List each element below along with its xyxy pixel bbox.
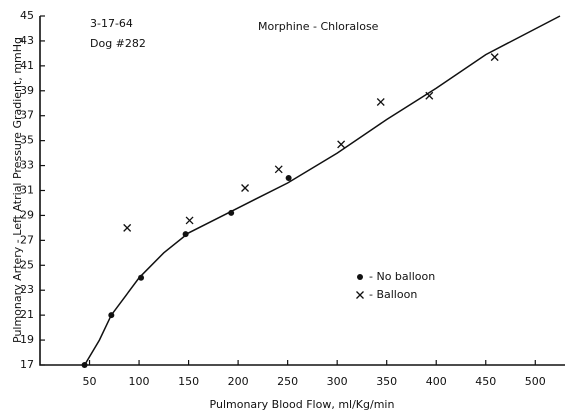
x-tick-label: 500 xyxy=(525,375,546,388)
x-tick-label: 150 xyxy=(178,375,199,388)
y-tick-label: 43 xyxy=(20,34,34,47)
y-tick-label: 19 xyxy=(20,333,34,346)
y-tick-label: 41 xyxy=(20,59,34,72)
point xyxy=(123,223,132,232)
legend-label: - No balloon xyxy=(369,270,435,283)
fit-curve xyxy=(83,15,561,366)
point xyxy=(241,184,250,192)
point xyxy=(108,312,115,319)
axes xyxy=(39,16,565,366)
legend-symbol xyxy=(357,274,363,280)
y-tick-label: 25 xyxy=(20,258,34,271)
legend-symbol xyxy=(356,291,364,299)
y-tick-label: 17 xyxy=(20,358,34,371)
point xyxy=(490,53,499,62)
point xyxy=(285,175,292,182)
x-tick-label: 200 xyxy=(228,375,249,388)
x-axis-title: Pulmonary Blood Flow, ml/Kg/min xyxy=(210,398,395,411)
annotation: 3-17-64 xyxy=(90,17,133,30)
annotation: Dog #282 xyxy=(90,37,146,50)
x-tick-label: 250 xyxy=(277,375,298,388)
point xyxy=(138,274,145,281)
point xyxy=(228,209,235,216)
point xyxy=(182,231,189,238)
annotation: Morphine - Chloralose xyxy=(258,20,379,33)
y-tick-label: 21 xyxy=(20,308,34,321)
y-tick-label: 45 xyxy=(20,9,34,22)
x-tick-label: 350 xyxy=(376,375,397,388)
y-tick-label: 27 xyxy=(20,233,34,246)
y-tick-label: 35 xyxy=(20,134,34,147)
x-tick-label: 50 xyxy=(83,375,97,388)
y-tick-label: 37 xyxy=(20,109,34,122)
point xyxy=(274,165,283,174)
legend-label: - Balloon xyxy=(369,288,417,301)
point xyxy=(425,91,434,100)
y-tick-label: 31 xyxy=(20,184,34,197)
point xyxy=(337,140,346,149)
point xyxy=(81,362,88,368)
x-tick-label: 300 xyxy=(327,375,348,388)
y-tick-label: 29 xyxy=(20,208,34,221)
y-tick-label: 23 xyxy=(20,283,34,296)
y-tick-label: 33 xyxy=(20,159,34,172)
x-tick-label: 400 xyxy=(426,375,447,388)
point xyxy=(376,98,385,106)
point xyxy=(185,216,194,225)
y-tick-label: 39 xyxy=(20,84,34,97)
y-axis-title: Pulmonary Artery - Left Atrial Pressure … xyxy=(11,37,24,343)
x-tick-label: 450 xyxy=(475,375,496,388)
x-tick-label: 100 xyxy=(129,375,150,388)
